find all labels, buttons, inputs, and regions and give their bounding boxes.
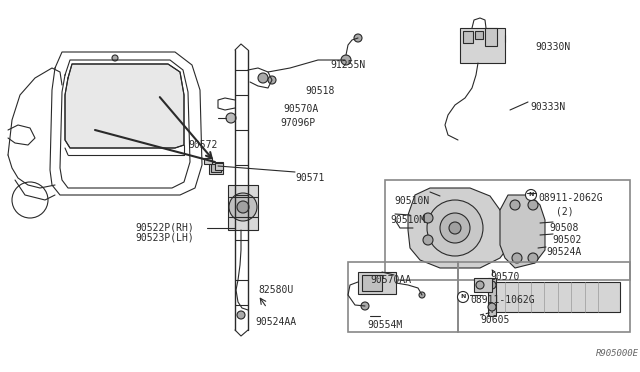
Bar [474,278,492,292]
Circle shape [512,253,522,263]
Circle shape [112,55,118,61]
Bar [463,31,473,43]
Bar [490,282,620,312]
Circle shape [528,253,538,263]
Circle shape [361,302,369,310]
Polygon shape [65,64,184,148]
Circle shape [354,34,362,42]
Circle shape [528,200,538,210]
Bar [458,262,630,332]
Circle shape [423,235,433,245]
Circle shape [488,303,496,311]
Text: 90510M: 90510M [390,215,425,225]
Bar [204,158,212,164]
Text: 90524AA: 90524AA [255,317,296,327]
Text: R905000E: R905000E [596,349,639,358]
Text: 90518: 90518 [305,86,334,96]
Text: 08911-1062G: 08911-1062G [470,295,534,305]
Bar [209,162,223,174]
Circle shape [427,200,483,256]
Circle shape [449,222,461,234]
Text: 08911-2062G: 08911-2062G [538,193,603,203]
Circle shape [237,201,249,213]
Circle shape [419,292,425,298]
Text: 90570: 90570 [490,272,520,282]
Bar [485,28,497,46]
Text: 90570A: 90570A [283,104,318,114]
Bar [488,278,496,316]
Text: 90510N: 90510N [394,196,429,206]
Circle shape [258,73,268,83]
Text: 90508: 90508 [549,223,579,233]
Text: 90522P(RH): 90522P(RH) [135,222,194,232]
Text: N: N [460,295,466,299]
Bar [475,31,483,39]
Text: 91255N: 91255N [330,60,365,70]
Bar [211,164,221,172]
Text: 90570AA: 90570AA [370,275,411,285]
Circle shape [229,193,257,221]
Circle shape [476,281,484,289]
Bar [215,163,223,170]
Polygon shape [408,188,510,268]
Circle shape [268,76,276,84]
Text: 90502: 90502 [552,235,581,245]
Polygon shape [500,195,545,268]
Circle shape [440,213,470,243]
Bar [362,275,382,291]
Bar [358,272,396,294]
Text: 97096P: 97096P [280,118,316,128]
Bar [460,28,505,63]
Text: 90523P(LH): 90523P(LH) [135,233,194,243]
Circle shape [525,189,536,201]
Bar [385,180,630,280]
Circle shape [488,281,496,289]
Text: 90330N: 90330N [535,42,570,52]
Circle shape [423,213,433,223]
Text: 90605: 90605 [480,315,509,325]
Text: (2): (2) [556,206,573,216]
Circle shape [341,55,351,65]
Text: 90572: 90572 [188,140,218,150]
Circle shape [226,113,236,123]
Text: 90571: 90571 [295,173,324,183]
Text: 90554M: 90554M [367,320,403,330]
Text: 90333N: 90333N [530,102,565,112]
Bar [348,262,458,332]
Circle shape [510,200,520,210]
Text: N: N [528,192,534,198]
Circle shape [458,292,468,302]
Circle shape [237,311,245,319]
Text: 82580U: 82580U [258,285,293,295]
Bar [228,185,258,230]
Text: 90524A: 90524A [546,247,581,257]
